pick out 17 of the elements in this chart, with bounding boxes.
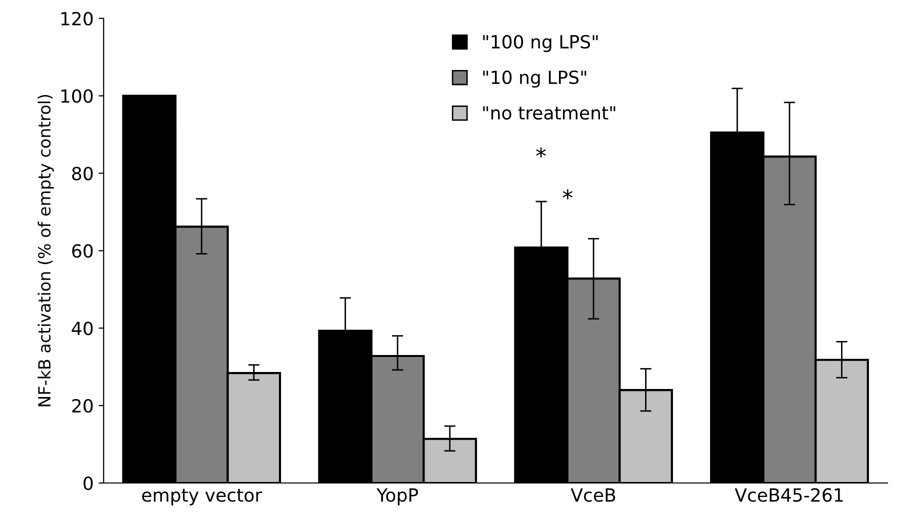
y-tick-label: 100 [61,89,93,103]
annotation: * [562,189,573,200]
x-tick-label: empty vector [142,488,262,506]
y-tick-label: 60 [72,244,93,258]
x-tick-label: VceB45-261 [734,488,843,502]
y-tick-label: 40 [72,322,93,336]
y-tick-label: 80 [72,166,93,180]
legend-label: "10 ng LPS" [483,70,586,88]
annotation: * [536,147,546,158]
y-tick-label: 20 [72,399,93,413]
y-axis-title: NF-kB activation (% of empty control) [38,94,54,406]
legend-label: "no treatment" [483,106,616,120]
x-tick-label: YopP [376,488,418,506]
y-tick-label: 0 [84,476,93,490]
legend-label: "100 ng LPS" [483,34,598,52]
y-tick-label: 120 [61,12,93,26]
x-tick-label: VceB [570,488,616,502]
